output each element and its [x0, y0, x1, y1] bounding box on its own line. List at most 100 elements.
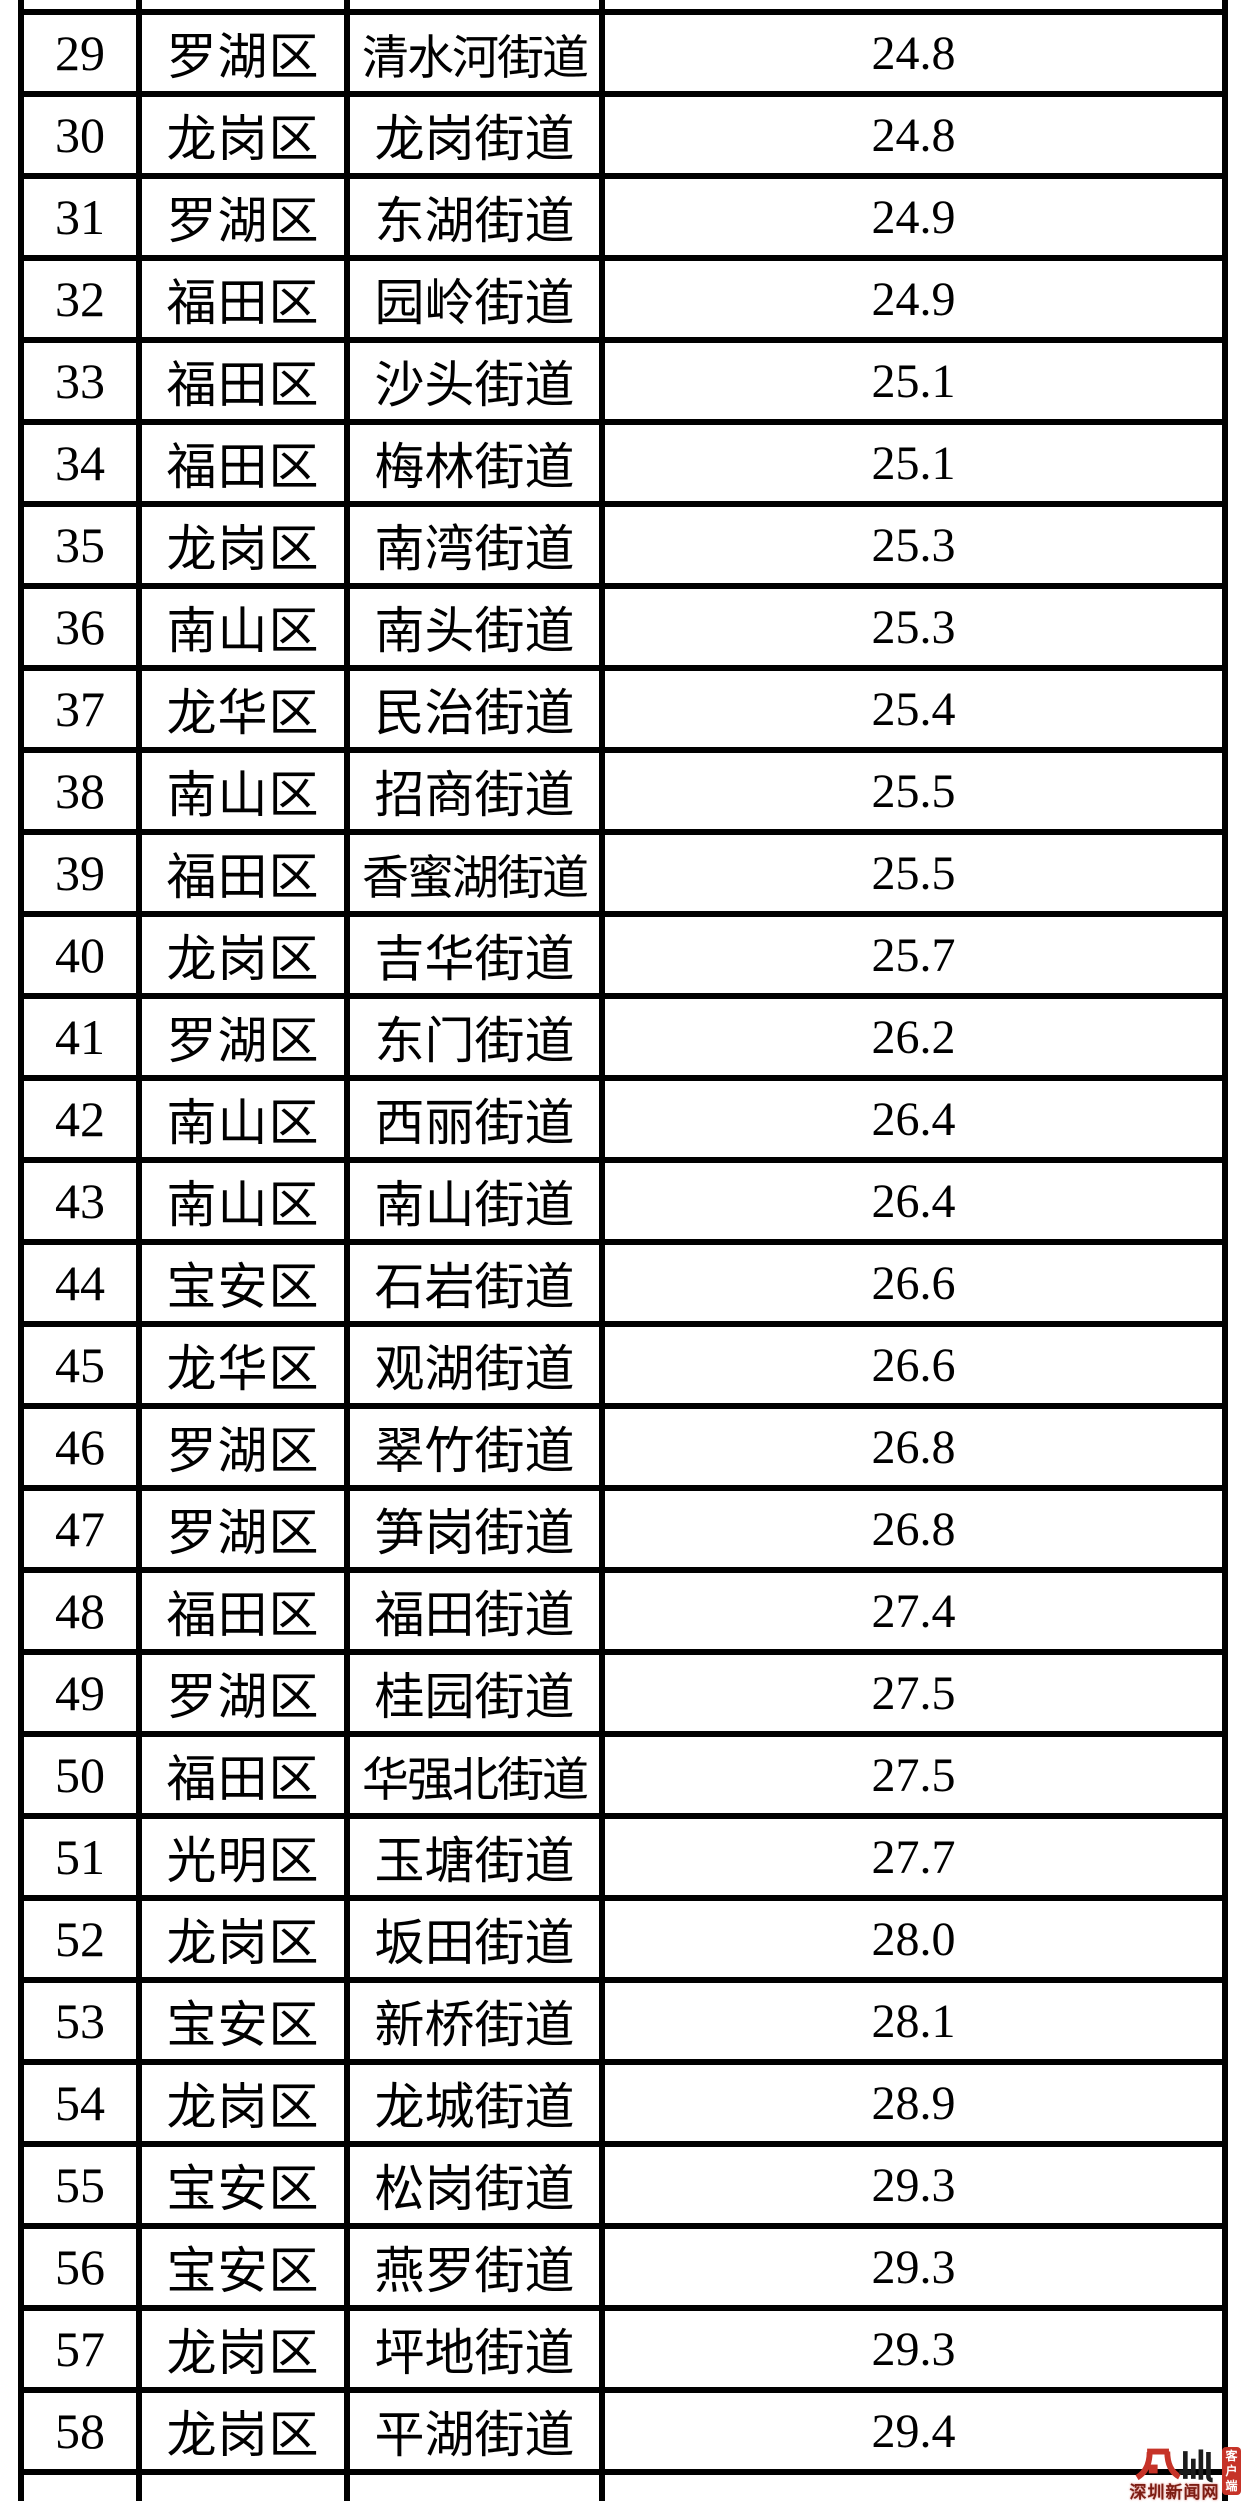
- table-row: 36 南山区 南头街道 25.3: [18, 583, 1228, 671]
- rank-cell: 36: [18, 583, 142, 671]
- rank-cell: 58: [18, 2387, 142, 2475]
- table-row: 33 福田区 沙头街道 25.1: [18, 337, 1228, 425]
- table-row: 55 宝安区 松岗街道 29.3: [18, 2141, 1228, 2229]
- district-cell: 龙岗区: [136, 2059, 350, 2147]
- value-cell: 25.3: [599, 501, 1228, 589]
- table-row-partial-bottom: [18, 2469, 1228, 2501]
- table-row: 44 宝安区 石岩街道 26.6: [18, 1239, 1228, 1327]
- street-cell-partial: [344, 2469, 605, 2501]
- rank-cell: 53: [18, 1977, 142, 2065]
- table-row: 29 罗湖区 清水河街道 24.8: [18, 9, 1228, 97]
- rank-cell: 40: [18, 911, 142, 999]
- street-cell: 西丽街道: [344, 1075, 605, 1163]
- district-cell: 龙岗区: [136, 2305, 350, 2393]
- table-row: 57 龙岗区 坪地街道 29.3: [18, 2305, 1228, 2393]
- table-row: 47 罗湖区 笋岗街道 26.8: [18, 1485, 1228, 1573]
- street-cell: 招商街道: [344, 747, 605, 835]
- badge-char: 户: [1225, 2464, 1238, 2478]
- district-cell-partial: [136, 0, 350, 15]
- district-cell: 福田区: [136, 829, 350, 917]
- street-cell: 园岭街道: [344, 255, 605, 343]
- value-cell: 26.6: [599, 1239, 1228, 1327]
- rank-cell: 43: [18, 1157, 142, 1245]
- table-row: 35 龙岗区 南湾街道 25.3: [18, 501, 1228, 589]
- district-cell-partial: [136, 2469, 350, 2501]
- table-row: 46 罗湖区 翠竹街道 26.8: [18, 1403, 1228, 1491]
- client-badge: 客 户 端: [1222, 2447, 1241, 2495]
- rank-cell: 50: [18, 1731, 142, 1819]
- district-cell: 福田区: [136, 255, 350, 343]
- table-row: 32 福田区 园岭街道 24.9: [18, 255, 1228, 343]
- street-cell: 华强北街道: [344, 1731, 605, 1819]
- table-row: 43 南山区 南山街道 26.4: [18, 1157, 1228, 1245]
- value-cell: 28.1: [599, 1977, 1228, 2065]
- table-row: 41 罗湖区 东门街道 26.2: [18, 993, 1228, 1081]
- table-row: 34 福田区 梅林街道 25.1: [18, 419, 1228, 507]
- rank-cell: 34: [18, 419, 142, 507]
- value-cell: 25.5: [599, 747, 1228, 835]
- district-cell: 福田区: [136, 419, 350, 507]
- shenzhen-news-logo-icon: [1135, 2448, 1213, 2483]
- district-cell: 龙岗区: [136, 2387, 350, 2475]
- district-cell: 龙华区: [136, 1321, 350, 1409]
- value-cell: 26.4: [599, 1075, 1228, 1163]
- district-cell: 罗湖区: [136, 1403, 350, 1491]
- street-cell: 福田街道: [344, 1567, 605, 1655]
- value-cell: 28.9: [599, 2059, 1228, 2147]
- rank-cell-partial: [18, 0, 142, 15]
- rank-cell: 38: [18, 747, 142, 835]
- table-row: 30 龙岗区 龙岗街道 24.8: [18, 91, 1228, 179]
- street-cell: 龙城街道: [344, 2059, 605, 2147]
- value-cell: 25.1: [599, 419, 1228, 507]
- table-row: 39 福田区 香蜜湖街道 25.5: [18, 829, 1228, 917]
- table-row: 42 南山区 西丽街道 26.4: [18, 1075, 1228, 1163]
- table-row: 53 宝安区 新桥街道 28.1: [18, 1977, 1228, 2065]
- street-cell: 松岗街道: [344, 2141, 605, 2229]
- table-row: 40 龙岗区 吉华街道 25.7: [18, 911, 1228, 999]
- district-cell: 罗湖区: [136, 173, 350, 261]
- badge-char: 端: [1225, 2479, 1238, 2493]
- rank-cell: 47: [18, 1485, 142, 1573]
- street-cell: 梅林街道: [344, 419, 605, 507]
- table-row: 38 南山区 招商街道 25.5: [18, 747, 1228, 835]
- district-cell: 光明区: [136, 1813, 350, 1901]
- street-cell: 平湖街道: [344, 2387, 605, 2475]
- rank-cell: 31: [18, 173, 142, 261]
- rank-cell: 35: [18, 501, 142, 589]
- value-cell: 25.4: [599, 665, 1228, 753]
- district-cell: 南山区: [136, 1075, 350, 1163]
- value-cell: 24.8: [599, 9, 1228, 97]
- value-cell: 28.0: [599, 1895, 1228, 1983]
- street-cell: 香蜜湖街道: [344, 829, 605, 917]
- rank-cell-partial: [18, 2469, 142, 2501]
- table-row-partial-top: [18, 0, 1228, 15]
- value-cell: 27.5: [599, 1649, 1228, 1737]
- street-cell: 桂园街道: [344, 1649, 605, 1737]
- value-cell: 25.1: [599, 337, 1228, 425]
- rank-cell: 46: [18, 1403, 142, 1491]
- table-row: 51 光明区 玉塘街道 27.7: [18, 1813, 1228, 1901]
- value-cell: 25.7: [599, 911, 1228, 999]
- rank-cell: 51: [18, 1813, 142, 1901]
- value-cell: 26.8: [599, 1485, 1228, 1573]
- badge-char: 客: [1225, 2449, 1238, 2463]
- value-cell: 24.8: [599, 91, 1228, 179]
- rank-cell: 32: [18, 255, 142, 343]
- district-cell: 罗湖区: [136, 1485, 350, 1573]
- street-cell: 观湖街道: [344, 1321, 605, 1409]
- district-cell: 福田区: [136, 337, 350, 425]
- street-cell: 南头街道: [344, 583, 605, 671]
- table-row: 31 罗湖区 东湖街道 24.9: [18, 173, 1228, 261]
- street-cell: 吉华街道: [344, 911, 605, 999]
- rank-cell: 52: [18, 1895, 142, 1983]
- table-row: 49 罗湖区 桂园街道 27.5: [18, 1649, 1228, 1737]
- rank-cell: 33: [18, 337, 142, 425]
- district-cell: 龙华区: [136, 665, 350, 753]
- table-row: 37 龙华区 民治街道 25.4: [18, 665, 1228, 753]
- rank-cell: 29: [18, 9, 142, 97]
- street-cell: 龙岗街道: [344, 91, 605, 179]
- district-cell: 龙岗区: [136, 501, 350, 589]
- street-cell: 燕罗街道: [344, 2223, 605, 2311]
- value-cell: 26.2: [599, 993, 1228, 1081]
